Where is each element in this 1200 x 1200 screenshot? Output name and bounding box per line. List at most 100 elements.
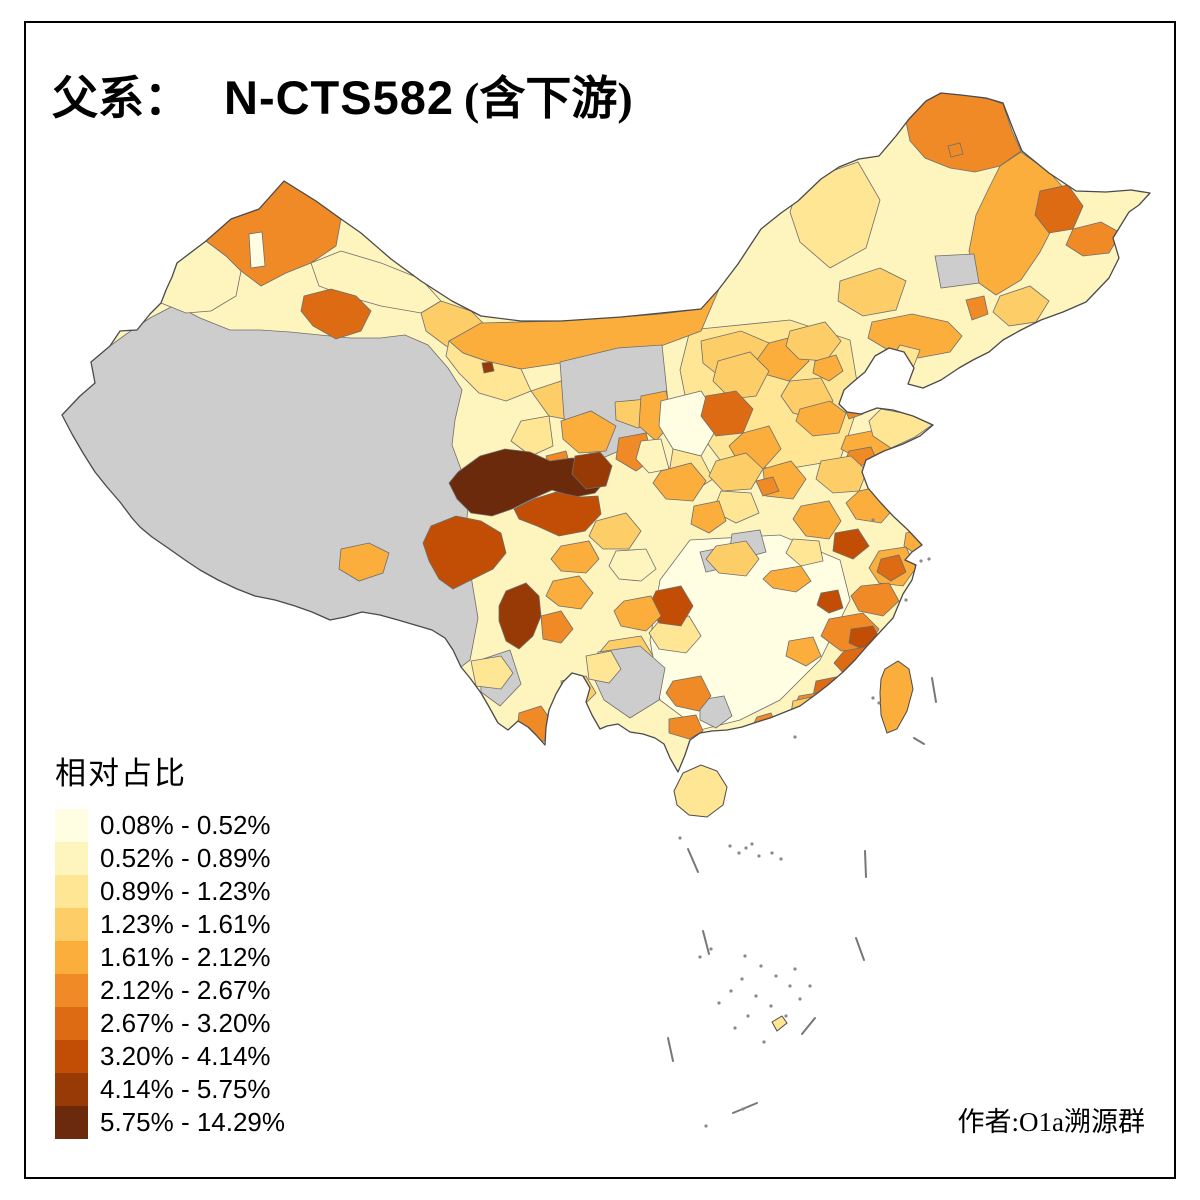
islet-speck: [717, 1001, 721, 1005]
title-suffix: (含下游): [464, 73, 633, 124]
region-zhengzhou: [755, 476, 780, 497]
island-hainan: [673, 764, 728, 818]
legend-bin-label: 0.52% - 0.89%: [100, 843, 271, 873]
legend-bin-label: 4.14% - 5.75%: [100, 1074, 271, 1104]
legend-row: 1.61% - 2.12%: [55, 941, 285, 974]
china-outline: [61, 92, 1151, 773]
region-liangshan: [545, 575, 594, 610]
region-wuhan-band: [762, 565, 812, 593]
islet-speck: [746, 1014, 750, 1018]
islet-speck: [757, 854, 761, 858]
map-title: 父系： N-CTS582 (含下游): [52, 62, 633, 128]
island-taiwan: [879, 660, 914, 734]
region-hubei-nw: [705, 540, 760, 577]
region-shaanxi-central: [652, 462, 707, 502]
legend-row: 2.12% - 2.67%: [55, 974, 285, 1007]
legend-bin-label: 1.23% - 1.61%: [100, 909, 271, 939]
region-hefei-dark: [832, 528, 870, 560]
legend-bin-label: 2.12% - 2.67%: [100, 975, 271, 1005]
islet-speck: [737, 851, 741, 855]
sea-dash-segment: [702, 930, 710, 955]
region-guangxi-orange1: [665, 675, 712, 712]
islet-speck: [919, 559, 923, 563]
legend-bin-label: 2.67% - 3.20%: [100, 1008, 271, 1038]
region-sichuan-ne: [588, 512, 642, 550]
legend-bin-label: 0.89% - 1.23%: [100, 876, 271, 906]
legend-color-swatch: [55, 1073, 88, 1106]
region-chengdu: [550, 540, 600, 574]
legend-row: 3.20% - 4.14%: [55, 1040, 285, 1073]
sea-dash-segment: [732, 1102, 758, 1114]
islet-speck: [877, 701, 881, 705]
region-garze-south: [513, 491, 602, 537]
islet-speck: [728, 844, 732, 848]
region-hami: [300, 288, 372, 340]
sea-dash-segment: [864, 850, 867, 878]
title-prefix: 父系：: [52, 73, 190, 124]
region-zhejiang-south: [850, 582, 900, 617]
title-haplogroup-code: N-CTS582: [224, 71, 455, 124]
islet-speck: [904, 598, 908, 602]
islet-speck: [779, 857, 783, 861]
region-ningxia-south: [635, 438, 670, 474]
islet-speck: [793, 967, 797, 971]
island-paracel-island: [771, 1015, 788, 1032]
legend-color-swatch: [55, 974, 88, 1007]
legend-row: 2.67% - 3.20%: [55, 1007, 285, 1040]
region-liaoning-band: [867, 313, 963, 359]
region-qamdo: [422, 515, 507, 590]
islet-speck: [754, 994, 758, 998]
region-fushun: [965, 295, 989, 321]
islet-speck: [927, 557, 931, 561]
legend-bin-label: 0.08% - 0.52%: [100, 810, 271, 840]
region-henan-north: [708, 452, 764, 492]
region-lijiang-dark: [498, 582, 542, 650]
islet-speck: [871, 696, 875, 700]
legend-row: 4.14% - 5.75%: [55, 1073, 285, 1106]
legend-bin-label: 3.20% - 4.14%: [100, 1041, 271, 1071]
islet-speck: [678, 836, 682, 840]
legend-row: 0.08% - 0.52%: [55, 809, 285, 842]
region-sichuan-south: [608, 548, 657, 582]
legend-row: 5.75% - 14.29%: [55, 1106, 285, 1139]
region-anhui: [792, 500, 842, 540]
legend-color-swatch: [55, 908, 88, 941]
region-na-yunnan2: [555, 695, 589, 725]
legend-color-swatch: [55, 941, 88, 974]
legend-row: 0.52% - 0.89%: [55, 842, 285, 875]
islet-speck: [770, 851, 774, 855]
islet-speck: [798, 997, 802, 1001]
sea-dash-segment: [931, 677, 937, 703]
region-hulunbuir: [789, 161, 881, 269]
region-qinghai-east2: [510, 415, 554, 457]
legend-color-swatch: [55, 1040, 88, 1073]
region-jiangxi-central: [785, 636, 822, 667]
region-shanxi-north: [712, 351, 770, 400]
islet-speck: [740, 977, 744, 981]
sea-dash-segment: [687, 848, 699, 873]
islet-speck: [762, 1040, 766, 1044]
region-chongqing: [613, 595, 662, 632]
sea-dash-segment: [913, 737, 925, 745]
region-jiayuguan-dot: [481, 361, 495, 374]
region-garze-dark: [448, 448, 609, 517]
legend-rows: 0.08% - 0.52% 0.52% - 0.89% 0.89% - 1.23% 1…: [55, 809, 285, 1139]
region-qinghai-east: [560, 410, 617, 454]
sea-dash-segment: [801, 1017, 816, 1035]
islet-speck: [741, 1107, 745, 1111]
legend-color-swatch: [55, 1007, 88, 1040]
islet-speck: [774, 974, 778, 978]
islet-speck: [704, 1124, 708, 1128]
legend-row: 1.23% - 1.61%: [55, 908, 285, 941]
region-guangxi-orange2: [668, 714, 704, 740]
region-jiamusi: [1065, 221, 1122, 257]
legend-bin-label: 1.61% - 2.12%: [100, 942, 271, 972]
region-shandong-west: [795, 400, 847, 437]
legend-color-swatch: [55, 875, 88, 908]
islet-speck: [788, 984, 792, 988]
region-heilongjiang-dot: [947, 142, 964, 158]
islet-speck: [769, 1004, 773, 1008]
region-yunnan-central: [470, 655, 514, 690]
